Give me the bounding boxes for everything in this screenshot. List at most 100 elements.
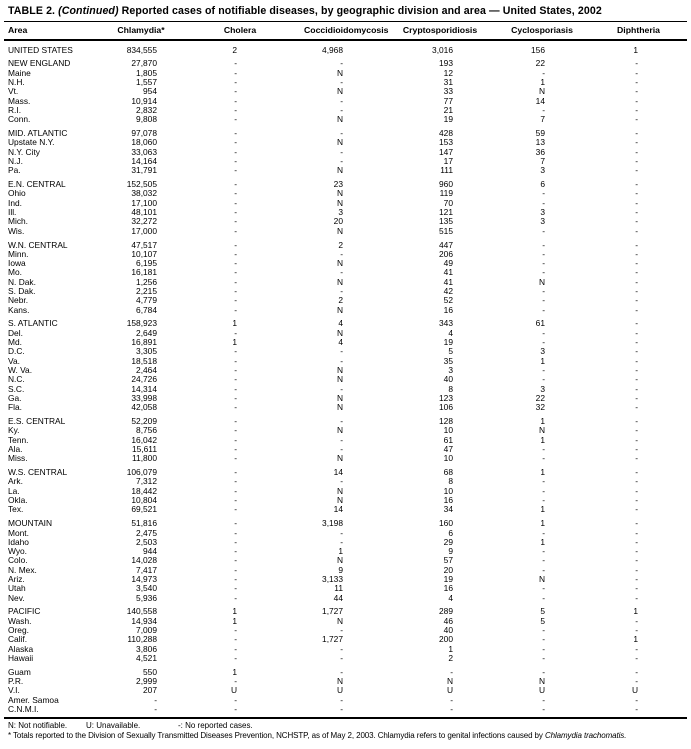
- cell-value: 52: [443, 295, 453, 306]
- table-row: Wyo. 944 - 1 9 - -: [4, 546, 687, 557]
- cell-value: -: [635, 155, 638, 166]
- cell-area: N.J.: [8, 155, 23, 166]
- cell-value: 2: [232, 44, 237, 55]
- cell-value: 7,312: [136, 476, 157, 487]
- cell-area: Fla.: [8, 402, 22, 413]
- cell-value: 1: [338, 546, 343, 557]
- cell-value: 70: [443, 197, 453, 208]
- cell-area: NEW ENGLAND: [8, 58, 71, 69]
- cell-value: 17,000: [131, 225, 157, 236]
- cell-value: 447: [439, 239, 453, 250]
- cell-value: -: [234, 137, 237, 148]
- cell-value: -: [635, 425, 638, 436]
- table-row: UNITED STATES 834,555 2 4,968 3,016 156 1: [4, 44, 687, 55]
- cell-area: Ga.: [8, 392, 22, 403]
- cell-value: -: [234, 216, 237, 227]
- cell-value: 207: [143, 685, 157, 696]
- cell-value: 16,042: [131, 434, 157, 445]
- cell-value: -: [542, 286, 545, 296]
- cell-area: UNITED STATES: [8, 44, 73, 55]
- cell-value: U: [336, 685, 343, 696]
- cell-value: -: [340, 128, 343, 139]
- cell-value: -: [340, 286, 343, 296]
- table-row: Del. 2,649 - N 4 - -: [4, 328, 687, 338]
- cell-value: 3: [540, 346, 545, 357]
- cell-value: 1: [540, 504, 545, 515]
- cell-value: -: [234, 504, 237, 515]
- notifiable-diseases-table: Area Chlamydia* Cholera Coccidioidomycos…: [4, 21, 687, 720]
- cell-value: 156: [531, 44, 545, 55]
- cell-area: Ark.: [8, 476, 23, 487]
- cell-value: U: [446, 685, 453, 696]
- cell-value: N: [538, 86, 545, 97]
- cell-value: -: [635, 546, 638, 557]
- table-row: La. 18,442 - N 10 - -: [4, 485, 687, 496]
- cell-value: -: [234, 146, 237, 157]
- cell-value: 69,521: [131, 504, 157, 515]
- cell-value: 27,870: [131, 58, 157, 69]
- cell-value: 14: [333, 467, 343, 478]
- cell-value: -: [234, 276, 237, 287]
- cell-area: S. Dak.: [8, 286, 36, 296]
- table-row: W.S. CENTRAL 106,079 - 14 68 1 -: [4, 467, 687, 478]
- cell-value: -: [542, 527, 545, 538]
- cell-area: Iowa: [8, 258, 26, 269]
- cell-area: Mich.: [8, 216, 29, 227]
- cell-area: Calif.: [8, 634, 28, 645]
- cell-value: 61: [535, 318, 545, 329]
- cell-value: -: [340, 704, 343, 715]
- cell-value: -: [234, 383, 237, 394]
- cell-value: -: [234, 643, 237, 654]
- column-header-cryptosporidiosis: Cryptosporidiosis: [402, 25, 478, 35]
- cell-value: -: [340, 355, 343, 366]
- cell-value: 17,100: [131, 197, 157, 208]
- cell-value: N: [336, 258, 343, 269]
- cell-value: 29: [443, 536, 453, 547]
- cell-value: -: [340, 666, 343, 677]
- cell-area: Upstate N.Y.: [8, 137, 55, 148]
- cell-value: -: [234, 527, 237, 538]
- cell-value: 1: [540, 467, 545, 478]
- table-row: Mont. 2,475 - - 6 - -: [4, 527, 687, 538]
- cell-value: -: [542, 443, 545, 454]
- cell-value: 19: [443, 573, 453, 584]
- cell-area: Wyo.: [8, 546, 28, 557]
- cell-value: -: [542, 476, 545, 487]
- table-row: Wis. 17,000 - N 515 - -: [4, 225, 687, 236]
- footnote-legend: N: Not notifiable. U: Unavailable. -: No r…: [8, 721, 687, 731]
- cell-value: 42: [443, 286, 453, 296]
- cell-value: 9: [448, 546, 453, 557]
- table-row: N. Dak. 1,256 - N 41 N -: [4, 276, 687, 287]
- cell-value: -: [234, 197, 237, 208]
- cell-value: 1: [540, 76, 545, 87]
- table-row: Ill. 48,101 - 3 121 3 -: [4, 207, 687, 218]
- cell-value: 20: [333, 216, 343, 227]
- cell-area: Vt.: [8, 86, 19, 97]
- cell-value: -: [340, 58, 343, 69]
- column-header-area: Area: [8, 25, 28, 35]
- cell-value: 33,063: [131, 146, 157, 157]
- cell-value: -: [340, 76, 343, 87]
- cell-value: -: [635, 592, 638, 603]
- cell-value: -: [542, 485, 545, 496]
- cell-value: 33: [443, 86, 453, 97]
- cell-value: -: [635, 364, 638, 375]
- table-row: E.N. CENTRAL 152,505 - 23 960 6 -: [4, 179, 687, 189]
- cell-value: 40: [443, 625, 453, 636]
- cell-value: -: [635, 146, 638, 157]
- cell-value: U: [230, 685, 237, 696]
- cell-value: 2,832: [136, 104, 157, 115]
- cell-value: 121: [439, 207, 453, 218]
- cell-value: 12: [443, 67, 453, 78]
- table-body: UNITED STATES 834,555 2 4,968 3,016 156 1 NEW E…: [4, 40, 687, 718]
- cell-value: 7: [540, 114, 545, 125]
- footnote-star: * Totals reported to the Division of Sex…: [8, 731, 687, 741]
- cell-value: -: [234, 555, 237, 566]
- cell-value: -: [635, 337, 638, 348]
- cell-value: -: [542, 666, 545, 677]
- cell-value: 14: [535, 95, 545, 106]
- cell-value: -: [635, 676, 638, 687]
- cell-value: 18,518: [131, 355, 157, 366]
- cell-value: 193: [439, 58, 453, 69]
- table-row: Mich. 32,272 - 20 135 3 -: [4, 216, 687, 227]
